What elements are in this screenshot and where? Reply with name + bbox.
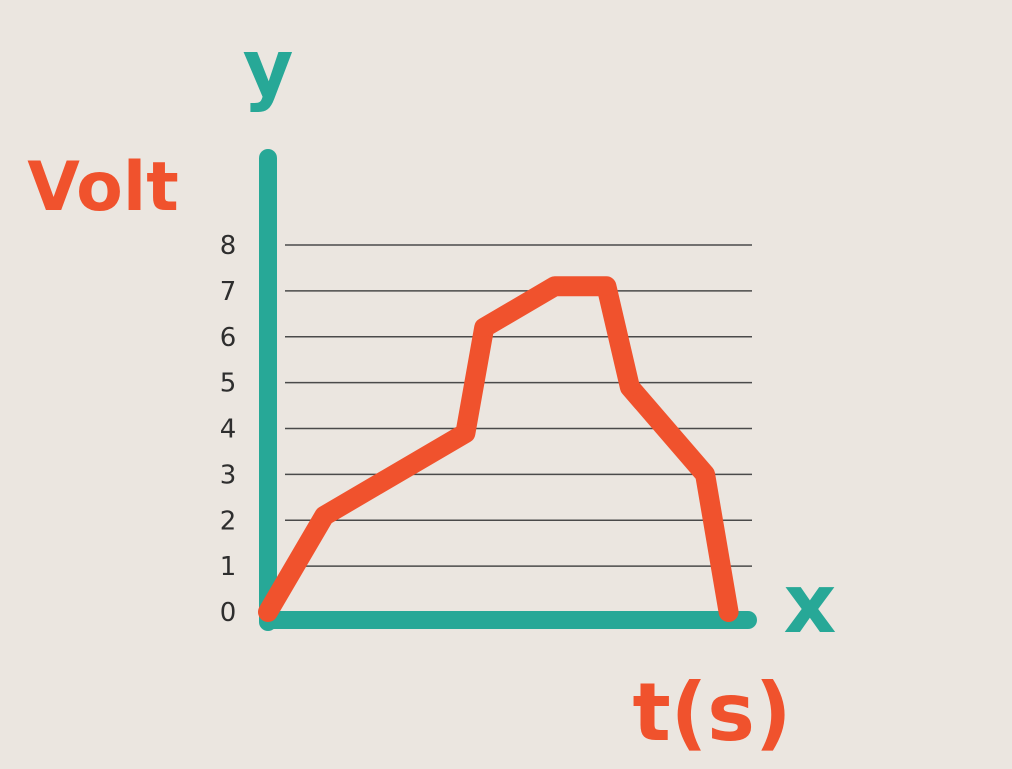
- y-tick-label: 7: [220, 277, 237, 307]
- y-tick-label: 2: [220, 506, 237, 536]
- y-tick-label: 1: [220, 552, 237, 582]
- grid-lines: [285, 244, 752, 567]
- data-point: [620, 378, 639, 397]
- axes: [259, 149, 757, 631]
- data-point: [545, 277, 564, 296]
- x-axis-title: t(s): [633, 666, 792, 759]
- y-tick-label: 6: [220, 323, 237, 353]
- y-tick-label: 3: [220, 460, 237, 490]
- curve-points: [259, 277, 738, 621]
- y-tick-label: 5: [220, 369, 237, 399]
- y-tick-label: 8: [220, 231, 237, 261]
- data-point: [696, 465, 715, 484]
- y-axis-letter: y: [243, 24, 294, 114]
- y-axis-title: Volt: [27, 148, 178, 227]
- data-point: [259, 603, 277, 621]
- data-point: [597, 277, 616, 296]
- y-tick-label: 4: [220, 415, 237, 445]
- y-tick-label: 0: [220, 598, 237, 628]
- data-point: [475, 318, 494, 337]
- x-axis-letter: x: [784, 557, 837, 652]
- data-point: [719, 603, 738, 621]
- voltage-curve: [258, 276, 739, 622]
- data-point: [456, 424, 475, 443]
- y-tick-labels: 0 1 2 3 4 5 6 7 8: [220, 231, 237, 628]
- data-point: [315, 506, 334, 525]
